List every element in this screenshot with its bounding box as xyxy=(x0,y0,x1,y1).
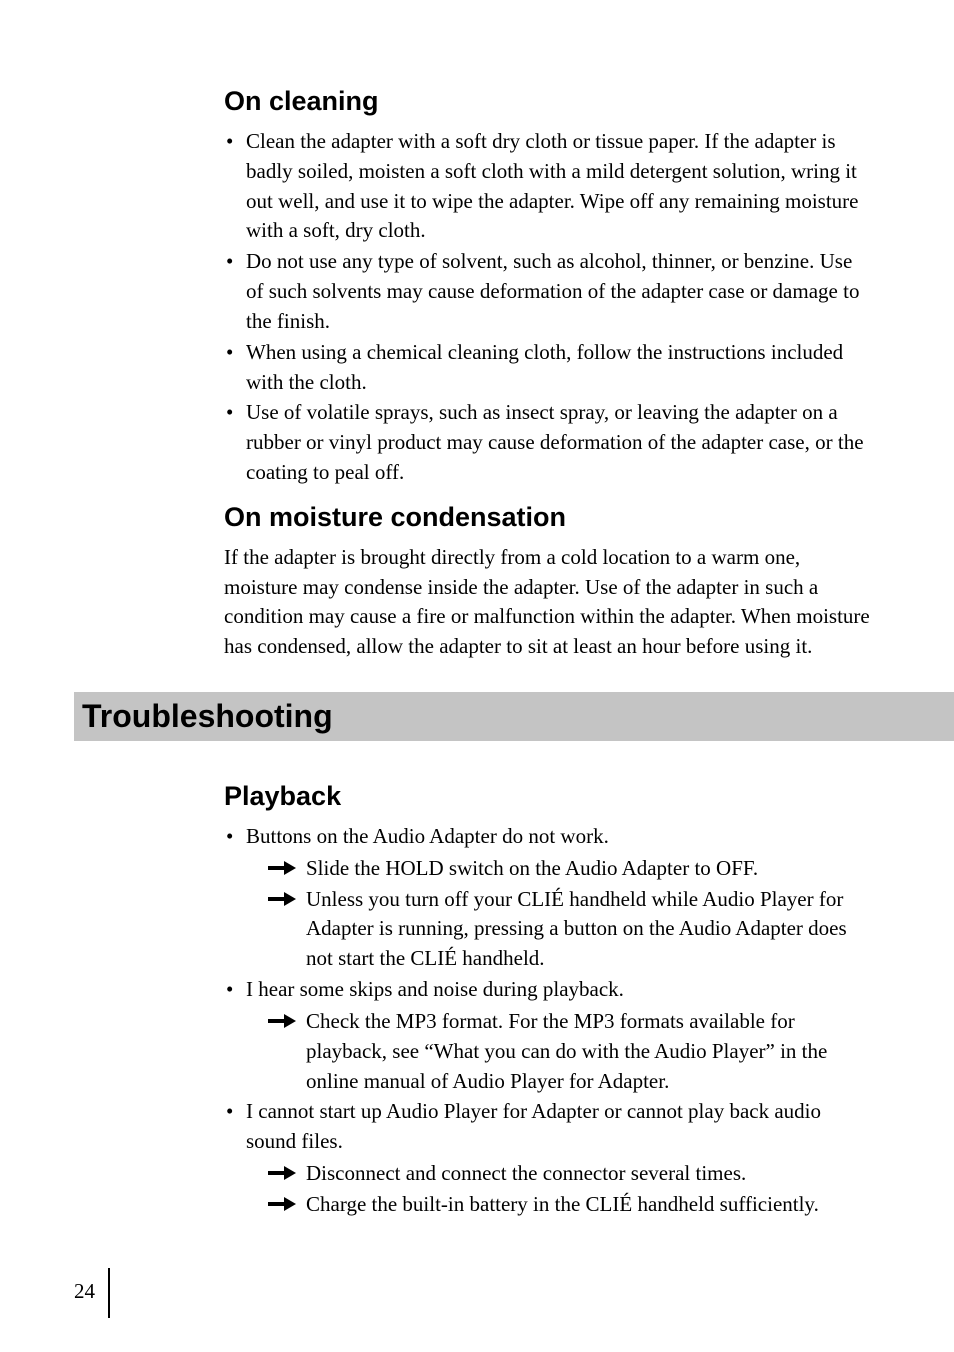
arrow-item: Slide the HOLD switch on the Audio Adapt… xyxy=(268,854,874,884)
heading-moisture: On moisture condensation xyxy=(224,502,874,533)
arrow-right-icon xyxy=(268,1014,296,1028)
arrow-text: Unless you turn off your CLIÉ handheld w… xyxy=(306,887,847,971)
arrow-right-icon xyxy=(268,861,296,875)
heading-on-cleaning: On cleaning xyxy=(224,86,874,117)
arrow-text: Charge the built-in battery in the CLIÉ … xyxy=(306,1192,819,1216)
list-item-text: I hear some skips and noise during playb… xyxy=(246,977,624,1001)
list-item: Buttons on the Audio Adapter do not work… xyxy=(224,822,874,974)
arrow-item: Disconnect and connect the connector sev… xyxy=(268,1159,874,1189)
arrow-text: Check the MP3 format. For the MP3 format… xyxy=(306,1009,827,1093)
arrow-right-icon xyxy=(268,1197,296,1211)
list-item-text: I cannot start up Audio Player for Adapt… xyxy=(246,1099,821,1153)
list-item: I cannot start up Audio Player for Adapt… xyxy=(224,1097,874,1219)
list-item: When using a chemical cleaning cloth, fo… xyxy=(224,338,874,398)
list-item-text: Buttons on the Audio Adapter do not work… xyxy=(246,824,609,848)
arrow-text: Disconnect and connect the connector sev… xyxy=(306,1161,746,1185)
arrow-item: Unless you turn off your CLIÉ handheld w… xyxy=(268,885,874,974)
page-number-divider xyxy=(108,1268,110,1318)
page: On cleaning Clean the adapter with a sof… xyxy=(0,0,954,1352)
moisture-body: If the adapter is brought directly from … xyxy=(224,543,874,662)
heading-playback: Playback xyxy=(224,781,874,812)
arrow-list: Disconnect and connect the connector sev… xyxy=(246,1159,874,1220)
list-item: Use of volatile sprays, such as insect s… xyxy=(224,398,874,487)
arrow-text: Slide the HOLD switch on the Audio Adapt… xyxy=(306,856,758,880)
section-playback: Playback Buttons on the Audio Adapter do… xyxy=(0,781,954,1220)
heading-bar-troubleshooting: Troubleshooting xyxy=(74,692,954,741)
playback-list: Buttons on the Audio Adapter do not work… xyxy=(224,822,874,1220)
arrow-item: Check the MP3 format. For the MP3 format… xyxy=(268,1007,874,1096)
list-item: Clean the adapter with a soft dry cloth … xyxy=(224,127,874,246)
list-item: I hear some skips and noise during playb… xyxy=(224,975,874,1096)
list-item: Do not use any type of solvent, such as … xyxy=(224,247,874,336)
heading-troubleshooting: Troubleshooting xyxy=(82,698,954,735)
arrow-item: Charge the built-in battery in the CLIÉ … xyxy=(268,1190,874,1220)
section-cleaning: On cleaning Clean the adapter with a sof… xyxy=(0,86,954,488)
arrow-list: Check the MP3 format. For the MP3 format… xyxy=(246,1007,874,1096)
arrow-list: Slide the HOLD switch on the Audio Adapt… xyxy=(246,854,874,974)
section-moisture: On moisture condensation If the adapter … xyxy=(0,502,954,662)
arrow-right-icon xyxy=(268,1166,296,1180)
cleaning-list: Clean the adapter with a soft dry cloth … xyxy=(224,127,874,488)
page-number: 24 xyxy=(74,1279,95,1304)
arrow-right-icon xyxy=(268,892,296,906)
